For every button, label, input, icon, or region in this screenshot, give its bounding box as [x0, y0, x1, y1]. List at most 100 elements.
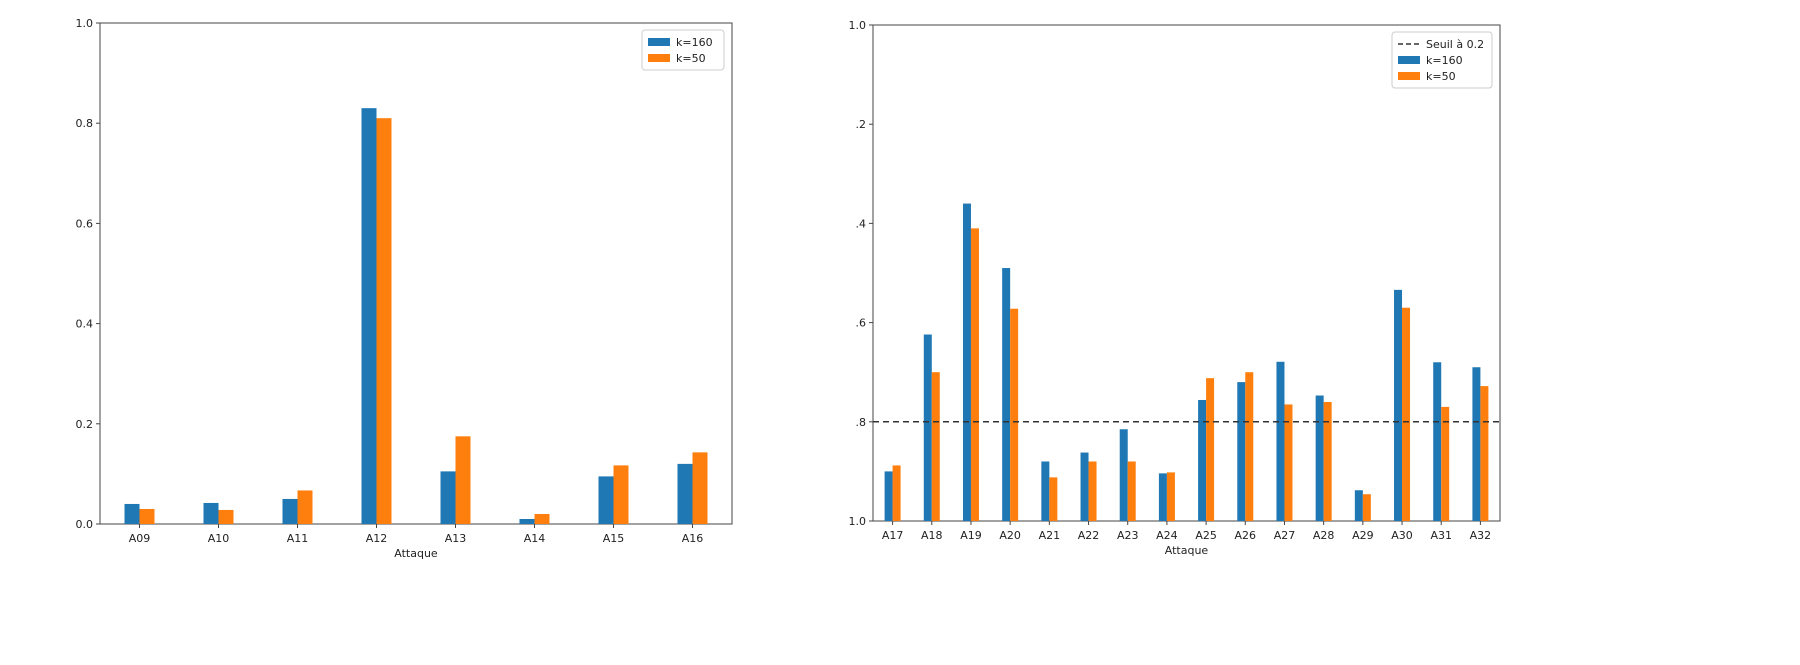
x-tick-label: A30 — [1391, 529, 1413, 542]
x-tick-label: A13 — [445, 532, 467, 545]
y-tick-label: 0.4 — [76, 318, 94, 331]
bar-k50-A16 — [692, 452, 708, 524]
bar-k50-A32 — [1480, 386, 1489, 521]
y-tick-label: .4 — [856, 217, 867, 230]
x-axis-label: Attaque — [1165, 544, 1209, 557]
bar-k160-A21 — [1041, 461, 1050, 521]
chart-1: 0.0 0.2 0.4 0.6 0.8 1.0 A09 A10 A11 A12 A13 A14 A15 A… — [76, 17, 733, 560]
bar-k50-A20 — [1010, 308, 1019, 521]
x-tick-label: A17 — [882, 529, 904, 542]
bar-k160-A25 — [1198, 399, 1207, 521]
bar-k160-A19 — [962, 203, 971, 521]
bar-k160-A32 — [1472, 367, 1481, 521]
x-tick-label: A19 — [960, 529, 982, 542]
bar-k50-A13 — [455, 436, 471, 524]
legend-label: k=160 — [676, 36, 713, 49]
legend-swatch — [1398, 56, 1420, 64]
legend-label: k=160 — [1426, 54, 1463, 67]
bar-k160-A20 — [1002, 268, 1011, 521]
y-tick-label: 0.2 — [76, 418, 94, 431]
y-tick-label: 1.0 — [849, 515, 867, 528]
bar-k160-A12 — [361, 108, 377, 525]
bar-k50-A22 — [1088, 461, 1097, 521]
x-tick-label: A23 — [1117, 529, 1139, 542]
bar-k160-A15 — [598, 476, 614, 524]
bar-k50-A23 — [1127, 461, 1136, 521]
bar-k50-A09 — [139, 508, 155, 524]
bar-k50-A24 — [1166, 472, 1175, 521]
y-tick-label: 0.0 — [76, 518, 94, 531]
bar-k160-A10 — [203, 502, 219, 524]
bar-k160-A13 — [440, 471, 456, 524]
y-tick-label: .2 — [856, 118, 867, 131]
bar-k50-A10 — [218, 509, 234, 524]
x-tick-label: A18 — [921, 529, 943, 542]
bar-k50-A27 — [1284, 404, 1293, 521]
legend-swatch — [648, 54, 670, 62]
y-tick-label: 1.0 — [76, 17, 94, 30]
plot-frame — [99, 22, 733, 525]
bar-k50-A31 — [1441, 406, 1450, 521]
bar-k160-A27 — [1276, 361, 1285, 521]
x-tick-label: A14 — [524, 532, 546, 545]
x-tick-label: A12 — [366, 532, 388, 545]
bar-k50-A17 — [892, 465, 901, 521]
y-tick-label: 1.0 — [849, 19, 867, 32]
x-tick-label: A27 — [1274, 529, 1296, 542]
bar-k50-A29 — [1362, 494, 1371, 521]
bar-k50-A19 — [970, 228, 979, 522]
y-tick-label: .8 — [856, 416, 867, 429]
x-tick-label: A28 — [1313, 529, 1335, 542]
bar-k50-A14 — [534, 513, 550, 524]
bar-k50-A21 — [1049, 477, 1058, 521]
bar-k160-A18 — [923, 334, 932, 521]
bar-k50-A28 — [1323, 401, 1332, 521]
bar-k160-A09 — [124, 503, 140, 524]
y-tick-label: .6 — [856, 317, 867, 330]
bar-k160-A24 — [1158, 473, 1167, 521]
x-tick-label: A26 — [1235, 529, 1257, 542]
bar-k160-A16 — [677, 463, 693, 524]
bar-k160-A31 — [1433, 362, 1442, 521]
x-tick-label: A09 — [129, 532, 151, 545]
legend-swatch — [1398, 72, 1420, 80]
bar-k160-A11 — [282, 498, 298, 524]
x-tick-label: A16 — [682, 532, 704, 545]
x-tick-label: A24 — [1156, 529, 1178, 542]
x-tick-label: A11 — [287, 532, 309, 545]
x-tick-label: A31 — [1430, 529, 1452, 542]
x-tick-label: A25 — [1195, 529, 1217, 542]
bar-k160-A22 — [1080, 452, 1089, 521]
bar-k160-A28 — [1315, 395, 1324, 521]
legend-label: Seuil à 0.2 — [1426, 38, 1484, 51]
bar-k50-A12 — [376, 118, 392, 524]
x-tick-label: A21 — [1039, 529, 1061, 542]
legend-swatch — [648, 38, 670, 46]
x-tick-label: A15 — [603, 532, 625, 545]
plot-frame — [872, 24, 1501, 522]
bar-k160-A14 — [519, 518, 535, 524]
bar-k50-A15 — [613, 465, 629, 524]
bar-k50-A11 — [297, 490, 313, 524]
x-tick-label: A20 — [999, 529, 1021, 542]
bar-k160-A26 — [1237, 382, 1246, 521]
legend-label: k=50 — [1426, 70, 1456, 83]
legend-label: k=50 — [676, 52, 706, 65]
x-tick-label: A32 — [1470, 529, 1492, 542]
bar-k160-A17 — [884, 471, 893, 521]
bar-k50-A26 — [1245, 372, 1254, 521]
x-axis-label: Attaque — [394, 547, 438, 560]
bar-k160-A30 — [1394, 289, 1403, 521]
x-tick-label: A10 — [208, 532, 230, 545]
bar-k160-A23 — [1119, 429, 1128, 521]
x-tick-label: A22 — [1078, 529, 1100, 542]
bar-k50-A18 — [931, 372, 940, 521]
bar-k160-A29 — [1354, 490, 1363, 521]
y-tick-label: 0.8 — [76, 117, 94, 130]
x-tick-label: A29 — [1352, 529, 1374, 542]
y-tick-label: 0.6 — [76, 217, 94, 230]
bar-k50-A25 — [1206, 378, 1215, 521]
bar-k50-A30 — [1402, 307, 1411, 521]
chart-2: 1.0 .8 .6 .4 .2 1.0 A17 A18 A19 A20 A21 A22 A23 A24 A2… — [849, 19, 1501, 557]
